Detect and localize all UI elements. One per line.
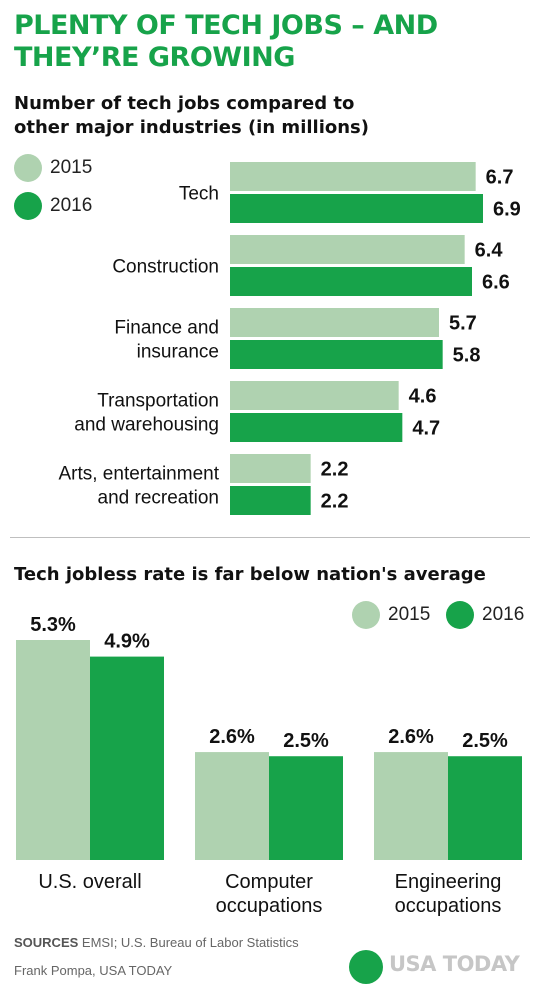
chart1-title-line-2: other major industries (in millions) <box>14 117 369 138</box>
headline-line-1: PLENTY OF TECH JOBS – AND <box>14 10 438 41</box>
sources-line: SOURCES EMSI; U.S. Bureau of Labor Stati… <box>14 935 299 950</box>
data-label-2016-1: 6.6 <box>482 272 510 294</box>
col-2015-0 <box>16 640 90 860</box>
col-label-2015-2: 2.6% <box>388 726 434 748</box>
col-label-2016-0: 4.9% <box>104 631 150 653</box>
legend-swatch-2015 <box>14 154 42 182</box>
legend2-swatch-2015 <box>352 601 380 629</box>
col-2016-0 <box>90 656 164 860</box>
category-label-1-0: Construction <box>112 257 219 278</box>
col-category-label-0-0: U.S. overall <box>38 871 141 893</box>
col-2015-1 <box>195 752 269 860</box>
data-label-2015-0: 6.7 <box>486 167 514 189</box>
bar-2016-2 <box>230 340 443 369</box>
sources-label: SOURCES <box>14 935 79 950</box>
data-label-2015-4: 2.2 <box>321 459 349 481</box>
chart1-horizontal-bars: 6.7 6.9 Tech 6.4 6.6 Construction 5.7 5.8 Financ… <box>58 162 521 515</box>
bar-2016-3 <box>230 413 403 442</box>
category-label-3-1: and warehousing <box>74 415 219 436</box>
bar-2015-4 <box>230 454 311 483</box>
category-label-3-0: Transportation <box>97 391 219 412</box>
col-category-label-1-1: occupations <box>216 895 323 917</box>
col-2015-2 <box>374 752 448 860</box>
headline-line-2: THEY’RE GROWING <box>14 42 295 73</box>
bar-2016-4 <box>230 486 311 515</box>
chart1-title: Number of tech jobs compared to other ma… <box>14 92 434 140</box>
data-label-2015-3: 4.6 <box>409 386 437 408</box>
data-label-2016-3: 4.7 <box>412 418 440 440</box>
data-label-2015-2: 5.7 <box>449 313 477 335</box>
bar-2015-3 <box>230 381 399 410</box>
bar-2015-0 <box>230 162 476 191</box>
col-2016-2 <box>448 756 522 860</box>
col-label-2015-0: 5.3% <box>30 614 76 636</box>
usa-today-logo-dot-icon <box>349 950 383 984</box>
legend2-label-2015: 2015 <box>388 604 431 625</box>
bar-2016-0 <box>230 194 483 223</box>
col-category-label-2-1: occupations <box>395 895 502 917</box>
section-divider <box>10 537 530 538</box>
usa-today-logo: USA TODAY <box>389 952 520 976</box>
data-label-2016-2: 5.8 <box>453 345 481 367</box>
bar-2016-1 <box>230 267 472 296</box>
legend2-swatch-2016 <box>446 601 474 629</box>
headline: PLENTY OF TECH JOBS – AND THEY’RE GROWIN… <box>14 10 534 74</box>
col-label-2016-2: 2.5% <box>462 730 508 752</box>
legend2-label-2016: 2016 <box>482 604 525 625</box>
chart1-title-line-1: Number of tech jobs compared to <box>14 93 355 114</box>
col-category-label-1-0: Computer <box>225 871 313 893</box>
data-label-2015-1: 6.4 <box>475 240 504 262</box>
bar-2015-2 <box>230 308 439 337</box>
category-label-4-0: Arts, entertainment <box>58 464 219 485</box>
category-label-4-1: and recreation <box>98 488 219 509</box>
col-category-label-2-0: Engineering <box>395 871 502 893</box>
legend-swatch-2016 <box>14 192 42 220</box>
category-label-2-1: insurance <box>137 342 219 363</box>
category-label-0-0: Tech <box>179 184 219 205</box>
chart2-title: Tech jobless rate is far below nation's … <box>14 564 486 585</box>
bar-2015-1 <box>230 235 465 264</box>
data-label-2016-4: 2.2 <box>321 491 349 513</box>
col-2016-1 <box>269 756 343 860</box>
category-label-2-0: Finance and <box>114 318 219 339</box>
col-label-2015-1: 2.6% <box>209 726 255 748</box>
sources-text: EMSI; U.S. Bureau of Labor Statistics <box>78 935 299 950</box>
credit-line: Frank Pompa, USA TODAY <box>14 963 173 978</box>
data-label-2016-0: 6.9 <box>493 199 521 221</box>
col-label-2016-1: 2.5% <box>283 730 329 752</box>
legend-label-2016: 2016 <box>50 195 93 216</box>
legend-label-2015: 2015 <box>50 157 93 178</box>
